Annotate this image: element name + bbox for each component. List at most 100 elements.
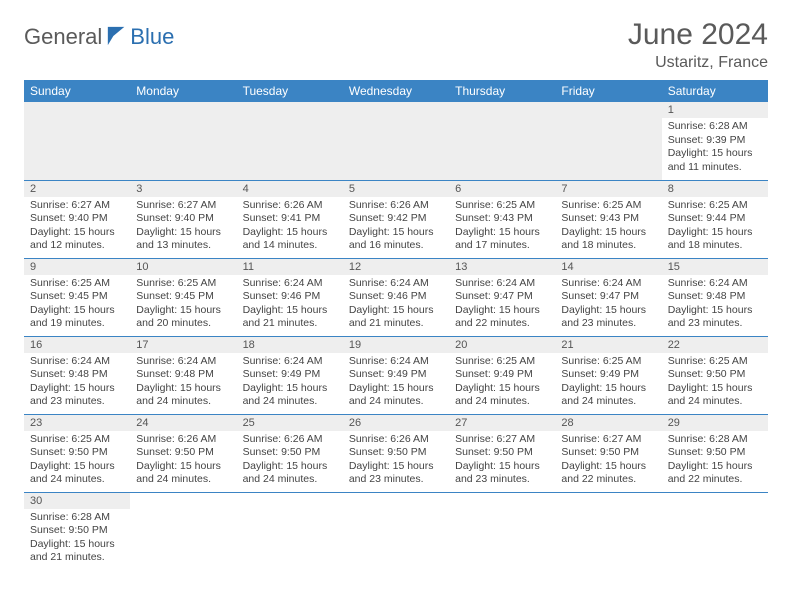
day-number: 13 [449,259,555,275]
day-number: 29 [662,415,768,431]
calendar-cell: 7Sunrise: 6:25 AMSunset: 9:43 PMDaylight… [555,180,661,258]
day-number: 7 [555,181,661,197]
day-number: 24 [130,415,236,431]
title-month: June 2024 [628,18,768,52]
calendar-cell [237,492,343,570]
calendar-cell: 27Sunrise: 6:27 AMSunset: 9:50 PMDayligh… [449,414,555,492]
calendar-cell [662,492,768,570]
day-details: Sunrise: 6:25 AMSunset: 9:45 PMDaylight:… [24,275,130,336]
weekday-header: Tuesday [237,80,343,102]
day-details: Sunrise: 6:24 AMSunset: 9:48 PMDaylight:… [662,275,768,336]
day-details: Sunrise: 6:26 AMSunset: 9:50 PMDaylight:… [130,431,236,492]
calendar-cell: 16Sunrise: 6:24 AMSunset: 9:48 PMDayligh… [24,336,130,414]
day-details: Sunrise: 6:24 AMSunset: 9:46 PMDaylight:… [343,275,449,336]
calendar-cell: 19Sunrise: 6:24 AMSunset: 9:49 PMDayligh… [343,336,449,414]
calendar-cell: 14Sunrise: 6:24 AMSunset: 9:47 PMDayligh… [555,258,661,336]
day-details: Sunrise: 6:25 AMSunset: 9:49 PMDaylight:… [555,353,661,414]
day-number: 3 [130,181,236,197]
day-number: 22 [662,337,768,353]
day-number: 28 [555,415,661,431]
day-details: Sunrise: 6:28 AMSunset: 9:39 PMDaylight:… [662,118,768,179]
calendar-head: SundayMondayTuesdayWednesdayThursdayFrid… [24,80,768,102]
day-details: Sunrise: 6:26 AMSunset: 9:41 PMDaylight:… [237,197,343,258]
calendar-cell [343,492,449,570]
calendar-cell [555,492,661,570]
day-number: 10 [130,259,236,275]
weekday-header: Saturday [662,80,768,102]
calendar-cell: 11Sunrise: 6:24 AMSunset: 9:46 PMDayligh… [237,258,343,336]
day-number: 20 [449,337,555,353]
calendar-cell: 24Sunrise: 6:26 AMSunset: 9:50 PMDayligh… [130,414,236,492]
flag-icon [106,25,128,47]
day-number: 21 [555,337,661,353]
title-location: Ustaritz, France [628,54,768,72]
calendar-table: SundayMondayTuesdayWednesdayThursdayFrid… [24,80,768,570]
weekday-header: Wednesday [343,80,449,102]
weekday-header: Thursday [449,80,555,102]
brand-part1: General [24,24,102,50]
day-number: 26 [343,415,449,431]
calendar-cell: 5Sunrise: 6:26 AMSunset: 9:42 PMDaylight… [343,180,449,258]
weekday-header: Monday [130,80,236,102]
calendar-cell: 15Sunrise: 6:24 AMSunset: 9:48 PMDayligh… [662,258,768,336]
day-number: 9 [24,259,130,275]
day-number: 16 [24,337,130,353]
day-details: Sunrise: 6:25 AMSunset: 9:49 PMDaylight:… [449,353,555,414]
day-number: 14 [555,259,661,275]
day-number: 15 [662,259,768,275]
calendar-cell [449,102,555,180]
day-number: 11 [237,259,343,275]
calendar-cell: 20Sunrise: 6:25 AMSunset: 9:49 PMDayligh… [449,336,555,414]
day-details: Sunrise: 6:26 AMSunset: 9:42 PMDaylight:… [343,197,449,258]
calendar-cell: 30Sunrise: 6:28 AMSunset: 9:50 PMDayligh… [24,492,130,570]
brand-logo: General Blue [24,18,174,50]
day-number: 18 [237,337,343,353]
calendar-cell [343,102,449,180]
day-details: Sunrise: 6:26 AMSunset: 9:50 PMDaylight:… [237,431,343,492]
day-details: Sunrise: 6:24 AMSunset: 9:49 PMDaylight:… [343,353,449,414]
day-number: 5 [343,181,449,197]
day-details: Sunrise: 6:25 AMSunset: 9:50 PMDaylight:… [662,353,768,414]
day-number: 4 [237,181,343,197]
calendar-cell [130,492,236,570]
day-details: Sunrise: 6:24 AMSunset: 9:46 PMDaylight:… [237,275,343,336]
title-block: June 2024 Ustaritz, France [628,18,768,72]
day-details: Sunrise: 6:24 AMSunset: 9:48 PMDaylight:… [24,353,130,414]
calendar-cell: 13Sunrise: 6:24 AMSunset: 9:47 PMDayligh… [449,258,555,336]
calendar-cell [130,102,236,180]
brand-part2: Blue [130,24,174,50]
day-details: Sunrise: 6:24 AMSunset: 9:48 PMDaylight:… [130,353,236,414]
day-number: 6 [449,181,555,197]
calendar-cell: 28Sunrise: 6:27 AMSunset: 9:50 PMDayligh… [555,414,661,492]
weekday-header: Friday [555,80,661,102]
day-details: Sunrise: 6:24 AMSunset: 9:49 PMDaylight:… [237,353,343,414]
calendar-cell: 8Sunrise: 6:25 AMSunset: 9:44 PMDaylight… [662,180,768,258]
calendar-cell: 9Sunrise: 6:25 AMSunset: 9:45 PMDaylight… [24,258,130,336]
day-details: Sunrise: 6:27 AMSunset: 9:40 PMDaylight:… [24,197,130,258]
day-details: Sunrise: 6:28 AMSunset: 9:50 PMDaylight:… [24,509,130,570]
day-details: Sunrise: 6:28 AMSunset: 9:50 PMDaylight:… [662,431,768,492]
day-details: Sunrise: 6:25 AMSunset: 9:44 PMDaylight:… [662,197,768,258]
day-number: 2 [24,181,130,197]
day-number: 30 [24,493,130,509]
calendar-cell: 17Sunrise: 6:24 AMSunset: 9:48 PMDayligh… [130,336,236,414]
calendar-cell: 4Sunrise: 6:26 AMSunset: 9:41 PMDaylight… [237,180,343,258]
day-details: Sunrise: 6:27 AMSunset: 9:50 PMDaylight:… [555,431,661,492]
day-number: 25 [237,415,343,431]
calendar-cell: 10Sunrise: 6:25 AMSunset: 9:45 PMDayligh… [130,258,236,336]
day-number: 19 [343,337,449,353]
day-number: 27 [449,415,555,431]
day-details: Sunrise: 6:25 AMSunset: 9:50 PMDaylight:… [24,431,130,492]
calendar-body: 1Sunrise: 6:28 AMSunset: 9:39 PMDaylight… [24,102,768,570]
day-details: Sunrise: 6:25 AMSunset: 9:43 PMDaylight:… [449,197,555,258]
calendar-cell: 18Sunrise: 6:24 AMSunset: 9:49 PMDayligh… [237,336,343,414]
calendar-cell: 25Sunrise: 6:26 AMSunset: 9:50 PMDayligh… [237,414,343,492]
calendar-cell: 22Sunrise: 6:25 AMSunset: 9:50 PMDayligh… [662,336,768,414]
calendar-cell [449,492,555,570]
calendar-cell: 23Sunrise: 6:25 AMSunset: 9:50 PMDayligh… [24,414,130,492]
day-details: Sunrise: 6:24 AMSunset: 9:47 PMDaylight:… [555,275,661,336]
day-details: Sunrise: 6:27 AMSunset: 9:50 PMDaylight:… [449,431,555,492]
calendar-cell: 29Sunrise: 6:28 AMSunset: 9:50 PMDayligh… [662,414,768,492]
calendar-cell [555,102,661,180]
day-number: 8 [662,181,768,197]
